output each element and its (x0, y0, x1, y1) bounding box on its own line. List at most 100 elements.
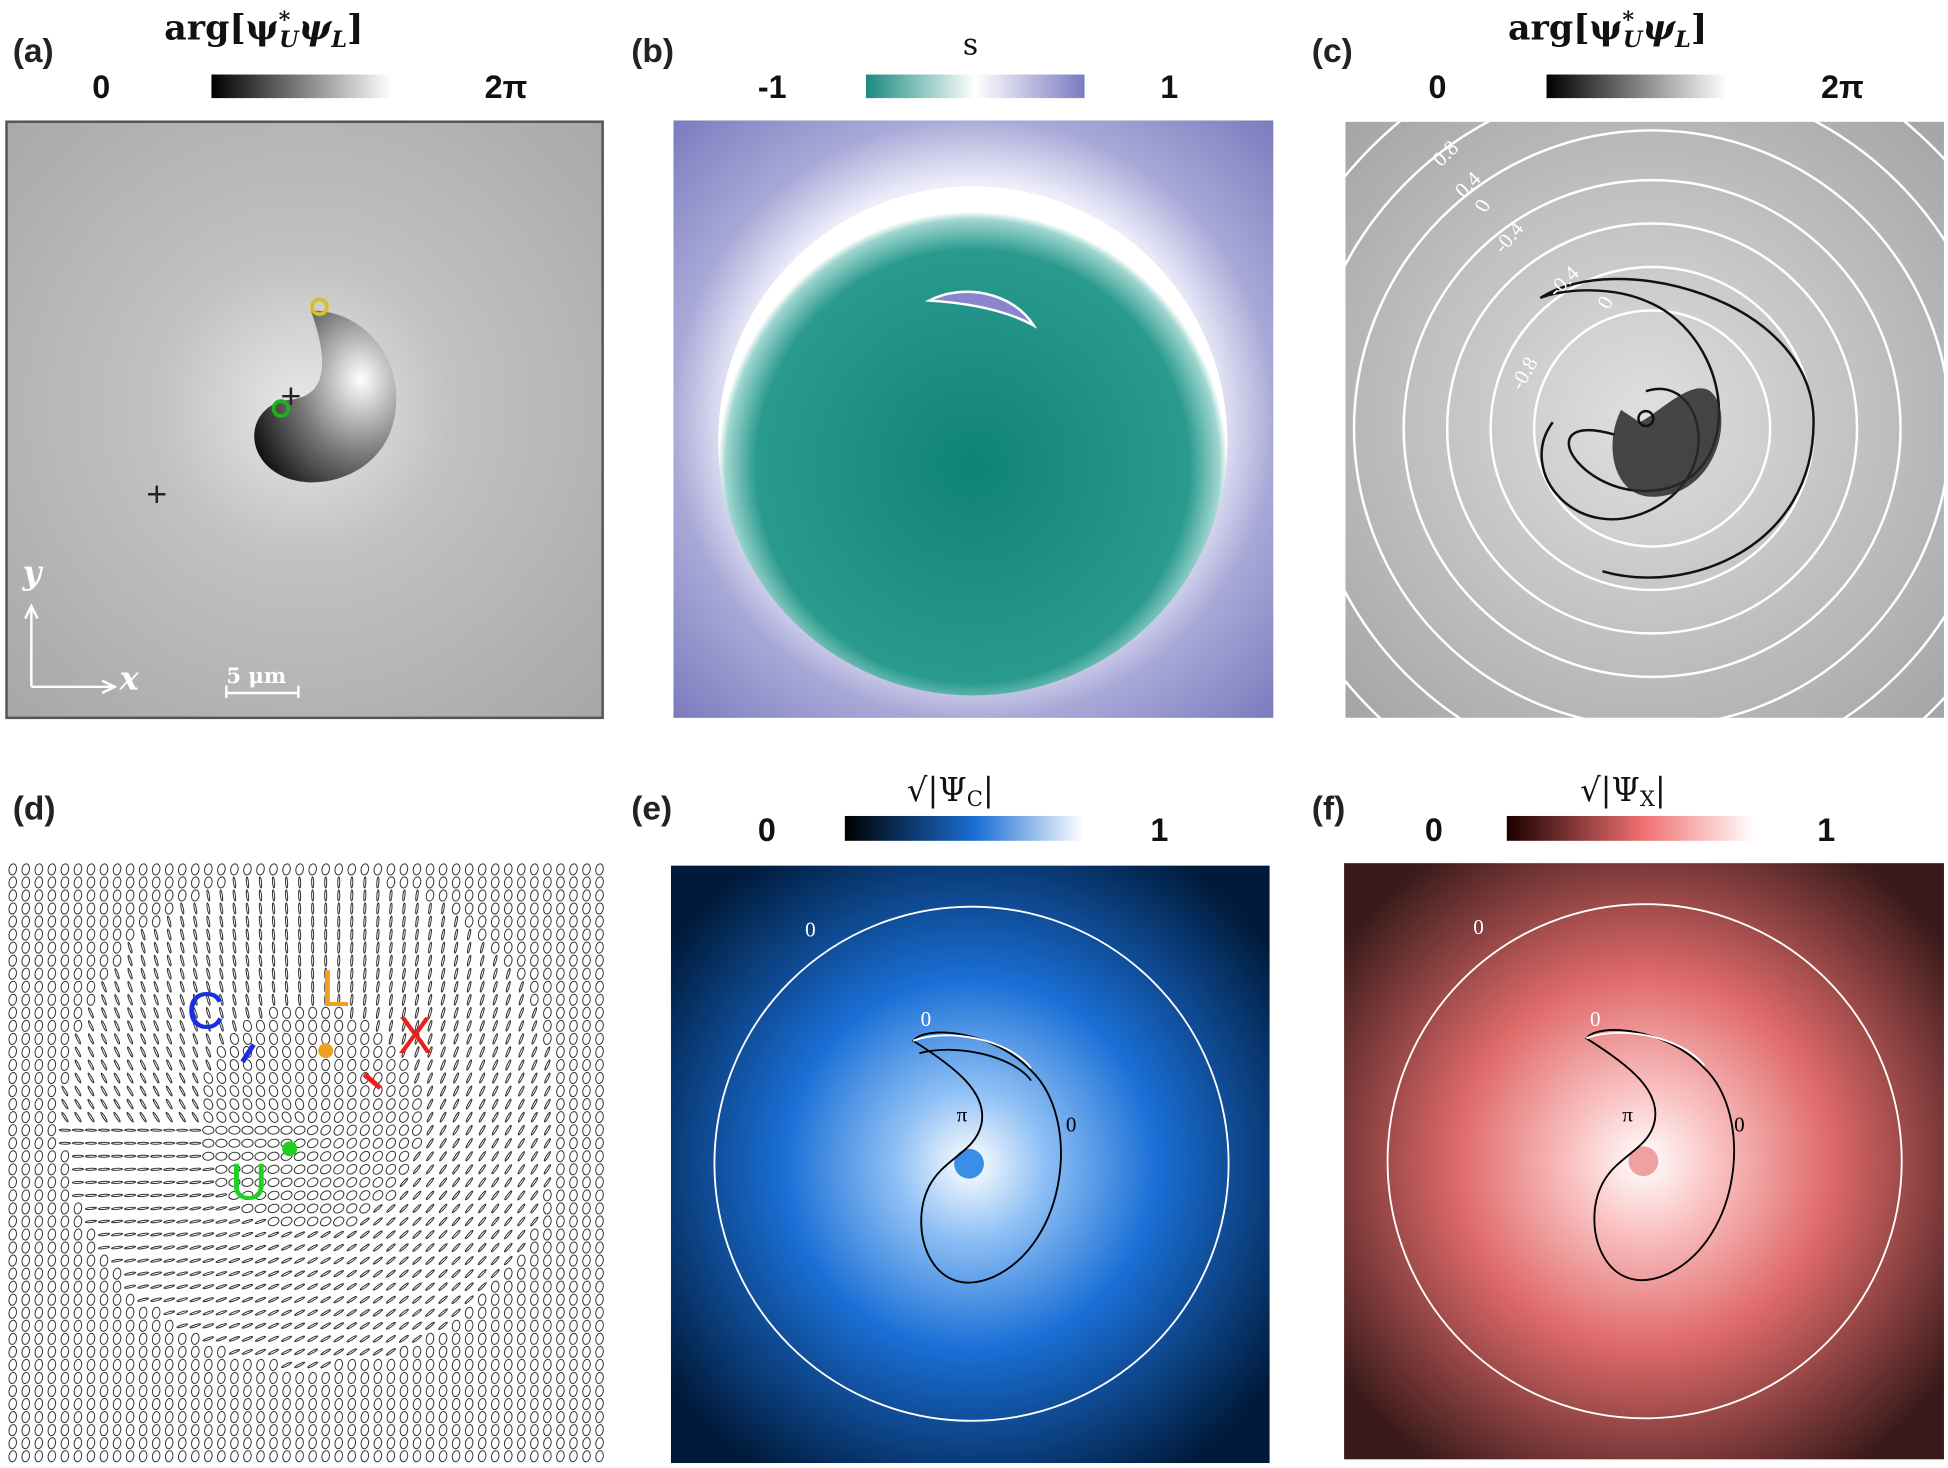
polarization-glyph (47, 1215, 57, 1228)
polarization-glyph (60, 889, 70, 902)
polarization-glyph (438, 1190, 448, 1201)
polarization-glyph (412, 1295, 422, 1304)
polarization-glyph (530, 954, 539, 967)
polarization-glyph (426, 1138, 434, 1149)
polarization-glyph (517, 1216, 526, 1227)
polarization-glyph (503, 915, 513, 928)
polarization-glyph (386, 1450, 396, 1463)
polarization-glyph (569, 889, 578, 902)
polarization-glyph (543, 1137, 551, 1149)
polarization-glyph (298, 915, 302, 928)
polarization-glyph (517, 1345, 526, 1358)
polarization-glyph (112, 902, 122, 915)
polarization-glyph (517, 876, 526, 889)
polarization-glyph (61, 1098, 69, 1110)
polarization-glyph (451, 1229, 461, 1240)
polarization-glyph (440, 1059, 446, 1071)
polarization-glyph (86, 1437, 96, 1450)
polarization-glyph (478, 1151, 486, 1162)
polarization-glyph (466, 1033, 472, 1045)
polarization-glyph (101, 1020, 107, 1032)
polarization-glyph (425, 1282, 435, 1291)
polarization-glyph (477, 863, 487, 876)
polarization-glyph (465, 1164, 474, 1175)
polarization-glyph (202, 1323, 215, 1329)
polarization-glyph (112, 1332, 122, 1345)
polarization-glyph (543, 1280, 552, 1293)
polarization-glyph (242, 1085, 253, 1097)
polarization-glyph (386, 1371, 396, 1384)
polarization-glyph (426, 1085, 434, 1097)
polarization-glyph (346, 1309, 358, 1317)
polarization-glyph (281, 1348, 293, 1356)
polarization-glyph (531, 1020, 538, 1032)
polarization-glyph (359, 1230, 370, 1239)
polarization-glyph (503, 1242, 513, 1253)
polarization-glyph (232, 928, 237, 941)
polarization-glyph (243, 1437, 252, 1450)
polarization-glyph (477, 1306, 487, 1319)
polarization-glyph (438, 1411, 448, 1424)
polarization-glyph (8, 1241, 18, 1254)
polarization-glyph (569, 876, 578, 889)
polarization-glyph (254, 1203, 267, 1214)
polarization-glyph (254, 1348, 267, 1355)
polarization-glyph (73, 1371, 83, 1384)
polarization-glyph (556, 1098, 565, 1111)
polarization-glyph (595, 1124, 604, 1137)
polarization-glyph (241, 1231, 254, 1238)
polarization-glyph (350, 928, 354, 941)
polarization-glyph (398, 1150, 410, 1162)
colorbar (844, 815, 1084, 841)
polarization-glyph (595, 876, 604, 889)
polarization-glyph (438, 1321, 448, 1330)
polarization-glyph (427, 1046, 433, 1058)
polarization-glyph (363, 1006, 367, 1019)
polarization-glyph (503, 1345, 513, 1358)
polarization-glyph (464, 915, 474, 928)
polarization-glyph (217, 1345, 226, 1358)
polarization-glyph (163, 1180, 176, 1184)
polarization-glyph (34, 1424, 44, 1437)
polarization-glyph (254, 1177, 267, 1187)
polarization-glyph (164, 1319, 174, 1332)
polarization-glyph (399, 1085, 409, 1097)
polarization-glyph (441, 915, 445, 928)
polarization-glyph (595, 1098, 604, 1111)
polarization-glyph (531, 1046, 538, 1058)
polarization-glyph (34, 1045, 44, 1058)
polarization-glyph (376, 967, 380, 980)
polarization-glyph (503, 1332, 513, 1345)
polarization-glyph (360, 1384, 370, 1398)
polarization-glyph (21, 980, 31, 993)
polarization-glyph (412, 1398, 422, 1411)
polarization-glyph (347, 1450, 357, 1463)
polarization-glyph (491, 1124, 499, 1136)
panel-label: (c) (1312, 33, 1353, 70)
polarization-glyph (595, 1371, 604, 1384)
scale-bar-label: 5 μm (226, 663, 286, 688)
polarization-glyph (86, 1267, 96, 1280)
polarization-glyph (426, 1098, 434, 1110)
polarization-glyph (372, 1177, 384, 1188)
polarization-glyph (99, 1293, 109, 1306)
polarization-glyph (61, 1111, 69, 1123)
polarization-glyph (582, 928, 591, 941)
polarization-glyph (385, 1282, 396, 1291)
polarization-glyph (177, 1424, 187, 1437)
polarization-glyph (298, 889, 302, 902)
polarization-glyph (176, 1232, 189, 1237)
polarization-glyph (114, 994, 120, 1006)
polarization-glyph (503, 1293, 513, 1306)
polarization-glyph (166, 1046, 173, 1058)
polarization-glyph (464, 1424, 474, 1437)
polarization-glyph (556, 993, 565, 1006)
colorbar-max: 2π (485, 69, 528, 105)
polarization-glyph (47, 941, 57, 954)
polarization-glyph (385, 1190, 397, 1201)
polarization-glyph (215, 1219, 228, 1224)
polarization-glyph (111, 1245, 124, 1250)
polarization-glyph (267, 1322, 280, 1329)
polarization-glyph (308, 1045, 318, 1059)
polarization-glyph (189, 1206, 202, 1211)
